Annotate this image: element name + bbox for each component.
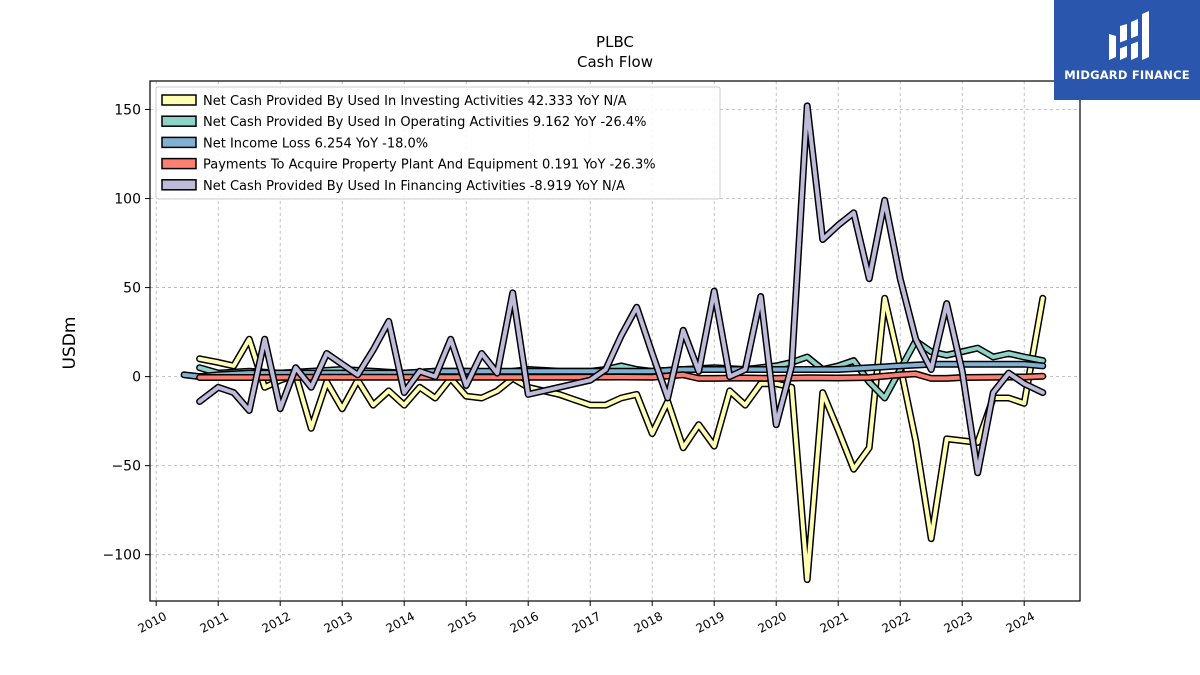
legend-swatch-1 <box>161 115 197 127</box>
x-tick-label-10: 2020 <box>756 609 790 636</box>
legend-box <box>155 86 721 200</box>
x-tick-label-0: 2010 <box>136 609 170 636</box>
x-tick-label-11: 2021 <box>818 609 852 636</box>
legend-label-0: Net Cash Provided By Used In Investing A… <box>203 94 627 109</box>
y-tick-label-1: 100 <box>114 192 141 208</box>
legend-label-4: Net Cash Provided By Used In Financing A… <box>203 179 625 194</box>
x-tick-label-1: 2011 <box>198 609 232 636</box>
x-tick-label-2: 2012 <box>260 609 294 636</box>
x-tick-label-3: 2013 <box>322 609 356 636</box>
x-tick-label-4: 2014 <box>384 609 418 636</box>
midgard-logo-icon <box>1109 11 1149 60</box>
legend-label-2: Net Income Loss 6.254 YoY -18.0% <box>203 136 428 151</box>
midgard-finance-logo: MIDGARD FINANCE <box>1054 0 1200 100</box>
x-tick-label-13: 2023 <box>942 609 976 636</box>
y-tick-label-5: −100 <box>103 548 141 564</box>
x-tick-label-9: 2019 <box>694 609 728 636</box>
y-tick-label-4: −50 <box>111 459 141 475</box>
brand-name: MIDGARD FINANCE <box>1064 68 1190 82</box>
x-tick-label-5: 2015 <box>446 609 480 636</box>
y-tick-label-2: 50 <box>123 281 141 297</box>
plot-frame <box>149 80 1081 602</box>
y-tick-label-0: 150 <box>114 102 141 118</box>
x-tick-label-14: 2024 <box>1004 609 1038 636</box>
x-tick-label-8: 2018 <box>632 609 666 636</box>
plot-area: 150 100 50 0 −50 −100 2010 2011 2012 2013 2014 2015… <box>103 80 1081 636</box>
y-tick-label-3: 0 <box>132 370 141 386</box>
legend-label-3: Payments To Acquire Property Plant And E… <box>203 158 656 173</box>
legend-swatch-0 <box>161 94 197 106</box>
chart-title: PLBC <box>596 33 634 51</box>
x-tick-label-6: 2016 <box>508 609 542 636</box>
chart-subtitle: Cash Flow <box>577 53 653 71</box>
series-line-4 <box>197 103 1045 475</box>
legend-label-1: Net Cash Provided By Used In Operating A… <box>203 115 646 130</box>
y-axis-label: USDm <box>60 317 80 370</box>
legend-swatch-2 <box>161 136 197 149</box>
legend-swatch-4 <box>161 179 197 191</box>
x-tick-label-12: 2022 <box>880 609 914 636</box>
legend-swatch-3 <box>161 157 197 170</box>
x-tick-label-7: 2017 <box>570 609 604 636</box>
